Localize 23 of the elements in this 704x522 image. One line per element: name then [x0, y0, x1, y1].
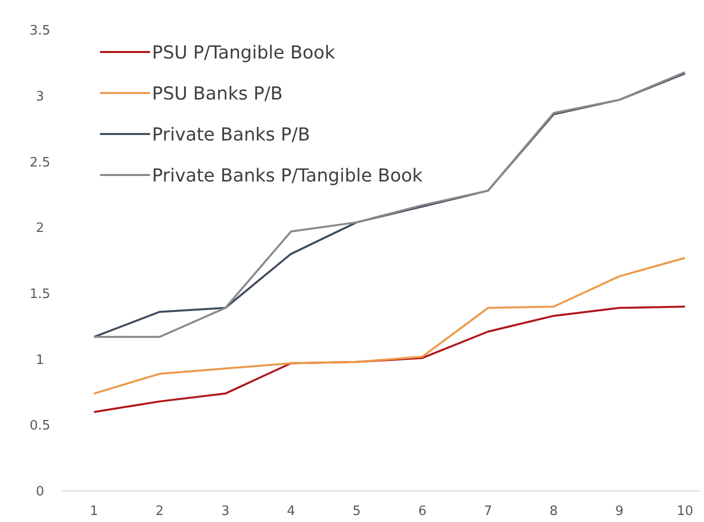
- y-tick-label: 0: [36, 484, 44, 500]
- x-tick-label: 9: [615, 504, 624, 519]
- line-series: [93, 256, 686, 395]
- legend-label: PSU P/Tangible Book: [152, 42, 336, 64]
- y-tick-label: 3: [36, 89, 44, 104]
- y-tick-label: 3.5: [30, 24, 50, 39]
- x-tick-label: 3: [221, 504, 230, 519]
- y-tick-label: 2: [36, 221, 44, 236]
- x-tick-label: 10: [676, 504, 694, 519]
- x-tick-label: 5: [352, 504, 361, 519]
- x-tick-label: 7: [484, 504, 492, 519]
- legend-label: Private Banks P/B: [152, 124, 310, 146]
- x-tick-label: 6: [418, 504, 426, 519]
- legend-label: PSU Banks P/B: [152, 83, 283, 104]
- y-tick-label: 0.5: [30, 418, 50, 434]
- y-tick-label: 1.5: [30, 286, 50, 302]
- legend-label: Private Banks P/Tangible Book: [152, 165, 424, 186]
- y-tick-label: 2.5: [30, 155, 50, 170]
- x-tick-label: 4: [286, 504, 296, 519]
- y-tick-label: 1: [36, 352, 44, 368]
- x-tick-label: 8: [550, 504, 558, 519]
- x-tick-label: 2: [156, 504, 164, 519]
- x-tick-label: 1: [90, 504, 98, 519]
